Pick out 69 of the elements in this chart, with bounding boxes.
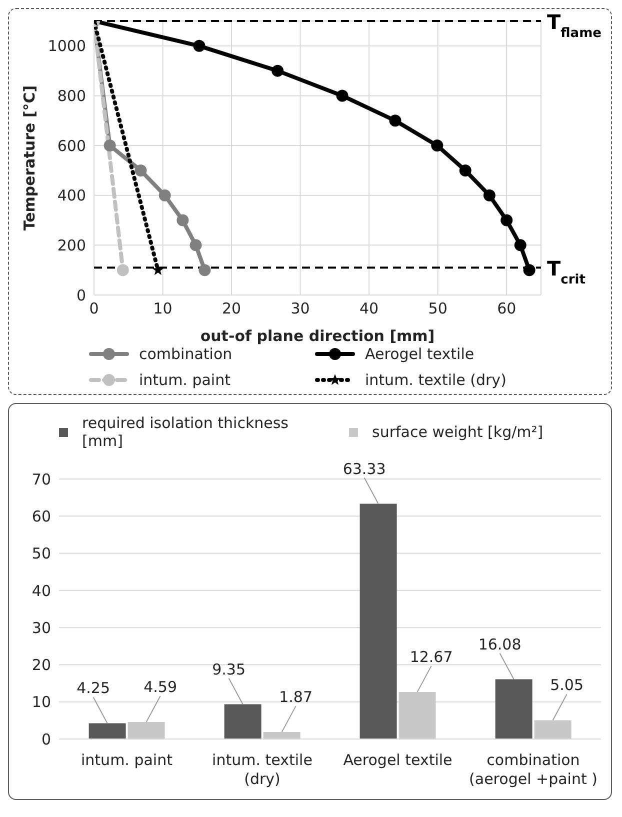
data-label: 5.05	[550, 676, 584, 694]
x-tick-label: 10	[153, 300, 172, 318]
data-label: 12.67	[410, 648, 453, 666]
bar	[360, 504, 397, 739]
point	[152, 264, 164, 275]
point	[336, 90, 348, 102]
y-tick-label: 70	[32, 470, 51, 488]
y-tick-label: 20	[32, 656, 51, 674]
bar	[495, 679, 532, 739]
x-tick-label: intum. textile (dry)	[212, 751, 312, 788]
y-tick-label: 1000	[48, 37, 86, 56]
bar	[128, 722, 165, 739]
point	[459, 164, 472, 176]
point	[514, 239, 526, 252]
y-tick-label: 0	[76, 286, 86, 304]
legend-label: surface weight [kg/m²]	[372, 423, 544, 441]
x-tick-label: intum. paint	[81, 751, 173, 769]
legend-label: intum. textile (dry)	[365, 371, 506, 389]
bar	[534, 720, 572, 739]
point	[158, 189, 171, 202]
y-tick-label: 800	[57, 87, 86, 106]
x-tick-label: combination (aerogel +paint )	[469, 751, 598, 788]
data-label: 4.25	[76, 679, 110, 698]
legend-label: required isolation thickness [mm]	[82, 414, 289, 450]
y-axis-title: Temperature [°C]	[20, 85, 38, 231]
x-tick-label: 0	[89, 300, 99, 318]
point	[523, 264, 536, 276]
ref-line-label: T$_{crit}$	[547, 256, 586, 288]
x-tick-label: 30	[290, 300, 310, 318]
point	[193, 40, 206, 52]
bar	[224, 704, 262, 739]
point	[483, 189, 496, 202]
x-tick-label: 50	[428, 300, 448, 318]
legend-label: intum. paint	[139, 371, 230, 389]
data-label: 1.87	[279, 688, 313, 706]
data-label: 16.08	[478, 635, 522, 654]
point	[389, 114, 402, 127]
bar	[263, 732, 300, 739]
point	[431, 140, 444, 152]
x-tick-label: 60	[497, 300, 516, 318]
y-tick-label: 50	[32, 544, 51, 563]
y-tick-label: 0	[41, 730, 51, 748]
bar	[88, 723, 126, 739]
data-label: 63.33	[342, 460, 386, 478]
bar	[398, 692, 436, 739]
y-tick-label: 40	[32, 582, 51, 600]
y-tick-label: 30	[32, 618, 51, 637]
point	[500, 214, 513, 226]
point	[134, 164, 147, 176]
point	[198, 264, 211, 276]
data-label: 4.59	[144, 678, 178, 696]
ref-line-label: T$_{flame}$	[547, 10, 602, 40]
legend-label: combination	[139, 345, 232, 363]
point	[190, 239, 202, 252]
y-tick-label: 600	[57, 136, 86, 155]
x-tick-label: 20	[222, 300, 242, 318]
data-label: 9.35	[212, 660, 246, 678]
x-tick-label: Aerogel textile	[343, 751, 452, 769]
point	[104, 140, 116, 152]
point	[116, 264, 129, 276]
y-tick-label: 200	[57, 236, 86, 255]
point	[272, 64, 284, 77]
x-tick-label: 40	[360, 300, 379, 318]
x-axis-title: out-of plane direction [mm]	[200, 327, 435, 345]
point	[176, 214, 189, 226]
y-tick-label: 60	[32, 507, 51, 526]
y-tick-label: 400	[57, 186, 86, 205]
y-tick-label: 10	[32, 693, 51, 712]
legend-label: Aerogel textile	[365, 345, 474, 363]
